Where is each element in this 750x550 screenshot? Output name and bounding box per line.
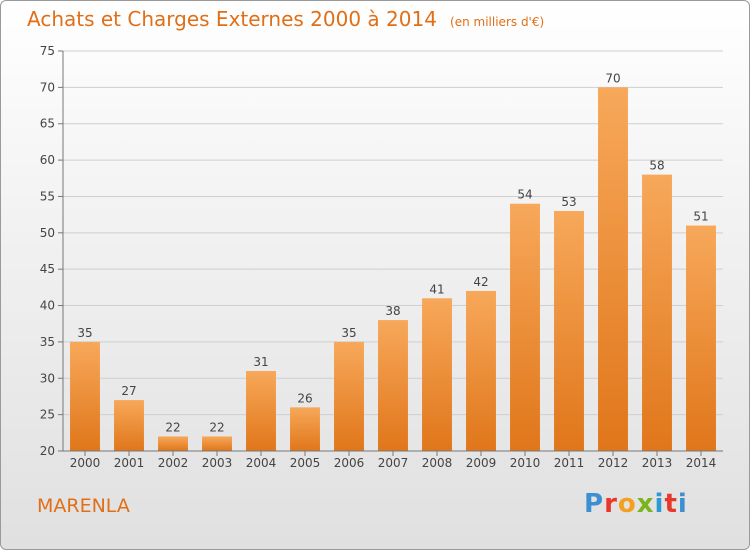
bar	[466, 291, 496, 451]
y-tick-label: 70	[40, 80, 55, 94]
x-tick-label: 2004	[246, 456, 277, 470]
x-tick-label: 2006	[334, 456, 365, 470]
title-row: Achats et Charges Externes 2000 à 2014 (…	[27, 7, 544, 31]
x-tick-label: 2012	[598, 456, 629, 470]
bar	[686, 225, 716, 451]
logo-letter: i	[677, 489, 688, 519]
axis-layer: 20 25 30 35 40 45 50 55 60 65 70 75 2000 2001 2002 2003…	[40, 44, 723, 470]
bar	[70, 341, 100, 451]
data-label: 27	[121, 384, 136, 398]
bar	[158, 436, 188, 451]
bar	[202, 436, 232, 451]
bar	[422, 298, 452, 451]
logo-letter: P	[584, 489, 605, 519]
y-tick-label: 45	[40, 262, 55, 276]
x-tick-label: 2008	[422, 456, 453, 470]
y-tick-label: 20	[40, 444, 55, 458]
x-tick-label: 2003	[202, 456, 233, 470]
bar	[598, 87, 628, 451]
data-label: 35	[341, 326, 356, 340]
y-tick-label: 75	[40, 44, 55, 58]
data-label: 41	[429, 282, 444, 296]
x-tick-label: 2013	[642, 456, 673, 470]
bar	[378, 320, 408, 451]
y-tick-label: 60	[40, 153, 55, 167]
data-label: 35	[77, 326, 92, 340]
data-label: 38	[385, 304, 400, 318]
bar	[334, 341, 364, 451]
chart-title: Achats et Charges Externes 2000 à 2014	[27, 7, 437, 31]
chart-subtitle: (en milliers d'€)	[450, 15, 545, 29]
data-label: 31	[253, 355, 268, 369]
data-label: 22	[209, 420, 224, 434]
y-tick-label: 30	[40, 371, 55, 385]
bar	[554, 211, 584, 451]
logo-letter: r	[604, 489, 618, 519]
data-label: 54	[517, 188, 532, 202]
bar-layer	[70, 87, 716, 452]
y-tick-label: 25	[40, 408, 55, 422]
x-tick-label: 2000	[70, 456, 101, 470]
data-label: 42	[473, 275, 488, 289]
data-label: 51	[693, 210, 708, 224]
label-layer: 35 27 22 22 31 26 35 38 41 42 54 53 70 58 51	[77, 71, 708, 434]
x-tick-label: 2007	[378, 456, 409, 470]
proxiti-logo[interactable]: Proxiti	[584, 489, 688, 519]
x-tick-label: 2010	[510, 456, 541, 470]
logo-letter: o	[617, 489, 637, 519]
y-tick-label: 35	[40, 335, 55, 349]
data-label: 70	[605, 71, 620, 85]
x-tick-label: 2014	[686, 456, 717, 470]
data-label: 26	[297, 391, 312, 405]
logo-letter: t	[664, 489, 678, 519]
y-tick-label: 50	[40, 226, 55, 240]
x-tick-label: 2002	[158, 456, 189, 470]
commune-name: MARENLA	[37, 495, 130, 517]
x-tick-label: 2011	[554, 456, 585, 470]
x-tick-label: 2001	[114, 456, 145, 470]
logo-letter: i	[654, 489, 665, 519]
bar	[114, 400, 144, 451]
data-label: 53	[561, 195, 576, 209]
bar	[290, 407, 320, 451]
y-tick-label: 65	[40, 117, 55, 131]
data-label: 22	[165, 420, 180, 434]
x-tick-label: 2005	[290, 456, 321, 470]
x-tick-label: 2009	[466, 456, 497, 470]
bar	[510, 203, 540, 451]
data-label: 58	[649, 159, 664, 173]
y-tick-label: 55	[40, 189, 55, 203]
y-tick-label: 40	[40, 299, 55, 313]
logo-letter: x	[636, 489, 655, 519]
bar	[642, 174, 672, 452]
bar	[246, 371, 276, 451]
